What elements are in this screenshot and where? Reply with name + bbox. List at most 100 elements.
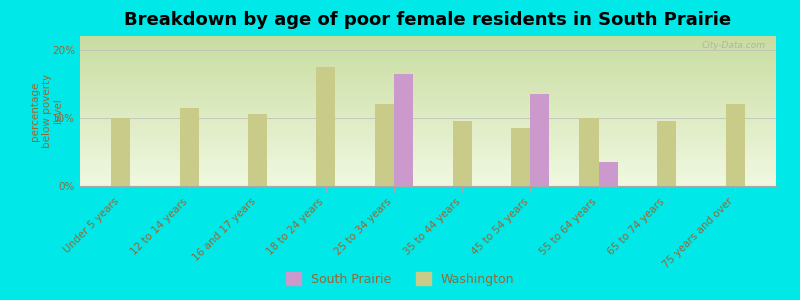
Bar <box>80 61 776 62</box>
Bar <box>80 42 776 43</box>
Bar <box>80 69 776 70</box>
Bar <box>80 142 776 143</box>
Bar <box>80 63 776 64</box>
Bar <box>80 166 776 167</box>
Bar <box>80 37 776 38</box>
Bar <box>80 83 776 84</box>
Bar <box>80 120 776 121</box>
Bar <box>80 179 776 180</box>
Bar <box>111 118 130 186</box>
Bar <box>80 155 776 156</box>
Bar <box>530 94 550 186</box>
Bar <box>80 157 776 158</box>
Bar <box>80 93 776 94</box>
Bar <box>80 163 776 164</box>
Bar <box>80 75 776 76</box>
Bar <box>80 175 776 176</box>
Bar <box>80 159 776 160</box>
Bar <box>80 77 776 78</box>
Bar <box>80 106 776 107</box>
Bar <box>80 78 776 79</box>
Bar <box>80 137 776 138</box>
Bar <box>658 121 676 186</box>
Bar <box>80 160 776 161</box>
Bar <box>80 128 776 129</box>
Bar <box>726 104 745 186</box>
Bar <box>80 76 776 77</box>
Bar <box>80 151 776 152</box>
Bar <box>80 132 776 133</box>
Bar <box>80 65 776 66</box>
Bar <box>80 113 776 114</box>
Bar <box>80 173 776 174</box>
Bar <box>80 86 776 87</box>
Bar <box>80 66 776 67</box>
Bar <box>80 46 776 47</box>
Bar <box>80 52 776 53</box>
Bar <box>80 60 776 61</box>
Bar <box>80 53 776 54</box>
Bar <box>80 156 776 157</box>
Bar <box>80 62 776 63</box>
Bar <box>80 44 776 45</box>
Bar <box>80 55 776 56</box>
Bar <box>80 146 776 147</box>
Bar <box>80 41 776 42</box>
Bar <box>80 96 776 97</box>
Bar <box>394 74 413 186</box>
Bar <box>80 140 776 141</box>
Bar <box>80 129 776 130</box>
Bar <box>80 109 776 110</box>
Bar <box>80 126 776 127</box>
Bar <box>80 148 776 149</box>
Bar <box>80 158 776 159</box>
Bar <box>80 169 776 170</box>
Bar <box>453 121 472 186</box>
Bar <box>80 68 776 69</box>
Bar <box>374 104 394 186</box>
Bar <box>80 147 776 148</box>
Bar <box>80 136 776 137</box>
Bar <box>80 114 776 115</box>
Text: City-Data.com: City-Data.com <box>702 40 766 50</box>
Bar <box>80 144 776 145</box>
Bar <box>80 81 776 82</box>
Bar <box>316 67 335 186</box>
Bar <box>80 51 776 52</box>
Bar <box>80 181 776 182</box>
Bar <box>80 47 776 48</box>
Bar <box>80 104 776 105</box>
Bar <box>80 153 776 154</box>
Bar <box>80 171 776 172</box>
Title: Breakdown by age of poor female residents in South Prairie: Breakdown by age of poor female resident… <box>125 11 731 29</box>
Bar <box>80 72 776 73</box>
Bar <box>80 165 776 166</box>
Bar <box>80 49 776 50</box>
Bar <box>80 70 776 71</box>
Bar <box>80 169 776 170</box>
Bar <box>80 141 776 142</box>
Bar <box>80 116 776 117</box>
Bar <box>80 82 776 83</box>
Bar <box>511 128 530 186</box>
Bar <box>80 122 776 123</box>
Bar <box>80 85 776 86</box>
Bar <box>80 112 776 113</box>
Bar <box>80 50 776 51</box>
Bar <box>80 84 776 85</box>
Bar <box>80 127 776 128</box>
Bar <box>80 67 776 68</box>
Bar <box>80 178 776 179</box>
Y-axis label: percentage
below poverty
level: percentage below poverty level <box>30 74 63 148</box>
Bar <box>80 74 776 75</box>
Bar <box>80 87 776 88</box>
Bar <box>80 170 776 171</box>
Bar <box>80 105 776 106</box>
Bar <box>80 57 776 58</box>
Bar <box>80 38 776 39</box>
Bar <box>80 135 776 136</box>
Bar <box>80 121 776 122</box>
Bar <box>80 45 776 46</box>
Bar <box>80 100 776 101</box>
Bar <box>80 119 776 120</box>
